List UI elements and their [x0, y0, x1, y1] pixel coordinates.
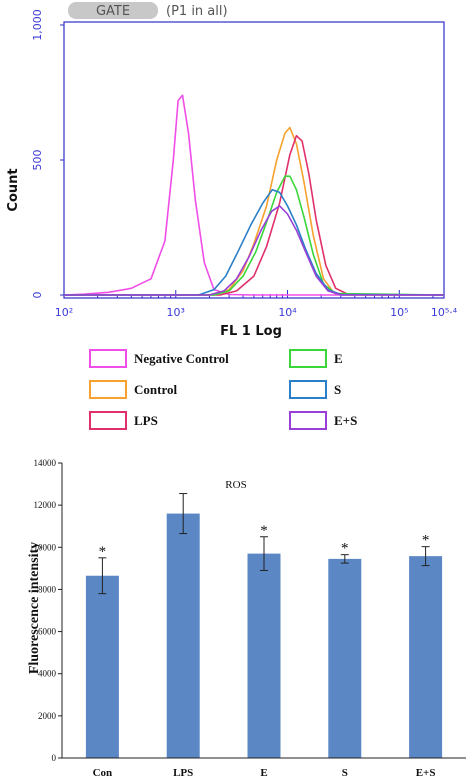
flow-x-tick-label: 10² — [55, 306, 73, 319]
bar — [328, 558, 362, 758]
legend-label: E+S — [334, 413, 357, 428]
bar — [247, 553, 281, 758]
bar-y-tick-label: 0 — [52, 753, 57, 763]
flow-y-tick-label: 0 — [31, 292, 44, 299]
gate-info: (P1 in all) — [166, 4, 228, 19]
flow-x-axis-label: FL 1 Log — [220, 324, 282, 339]
bar-category-label: LPS — [173, 767, 193, 779]
flow-series-line — [64, 175, 444, 296]
gate-label: GATE — [96, 4, 130, 19]
flow-y-tick-label: 1,000 — [31, 9, 44, 41]
legend-swatch — [289, 349, 327, 368]
bar-y-tick-label: 4000 — [38, 669, 57, 679]
bar — [409, 556, 443, 758]
bar-y-tick-label: 8000 — [38, 584, 57, 594]
bar-y-tick-label: 2000 — [38, 711, 57, 721]
bar-y-tick-label: 14000 — [34, 458, 57, 468]
bar-category-label: E — [260, 767, 267, 779]
flow-histogram-panel: GATE (P1 in all) 0 500 1,000 10² 10³ 10⁴ 10⁵ 1… — [6, 2, 458, 339]
bar-category-label: E+S — [416, 767, 436, 779]
flow-y-tick-label: 500 — [31, 150, 44, 171]
flow-y-ticks: 0 500 1,000 — [31, 9, 64, 299]
flow-series-line — [64, 134, 444, 296]
flow-series-line — [64, 188, 444, 296]
significance-marker: * — [99, 544, 107, 560]
bar-y-tick-label: 6000 — [38, 627, 57, 637]
flow-x-tick-label: 10⁴ — [278, 306, 297, 319]
significance-marker: * — [422, 533, 430, 549]
flow-y-axis-label: Count — [6, 168, 21, 211]
bar — [166, 513, 200, 758]
bar-series: * * * * — [85, 493, 443, 758]
legend-label: S — [334, 382, 341, 397]
legend-swatch — [289, 380, 327, 399]
legend-swatch — [89, 380, 127, 399]
bar-chart-title: ROS — [225, 479, 246, 491]
flow-x-tick-label: 10⁵ — [390, 306, 408, 319]
bar-y-tick-label: 10000 — [34, 542, 57, 552]
bar-x-categories: Con LPS E S E+S — [93, 767, 436, 779]
flow-legend: Negative Control E Control S LPS E+S — [89, 349, 357, 430]
flow-series-line — [64, 205, 444, 296]
bar-y-ticks: 0 2000 4000 6000 8000 10000 12000 14000 — [34, 458, 62, 763]
flow-curves — [63, 94, 444, 296]
significance-marker: * — [260, 523, 268, 539]
flow-series-line — [64, 126, 444, 296]
bar-category-label: Con — [93, 767, 113, 779]
bar-y-axis-label: Fluorescence intensity — [27, 542, 42, 674]
legend-swatch — [289, 411, 327, 430]
bar — [85, 575, 119, 758]
legend-label: LPS — [134, 413, 158, 428]
legend-label: E — [334, 351, 343, 366]
flow-x-tick-label: 10³ — [167, 306, 185, 319]
significance-marker: * — [341, 541, 349, 557]
flow-series-line — [63, 94, 444, 296]
legend-swatch — [89, 349, 127, 368]
flow-x-tick-label: 10⁵·⁴ — [431, 306, 458, 319]
legend-label: Control — [134, 382, 177, 397]
gate-pill — [68, 2, 158, 19]
bar-y-tick-label: 12000 — [34, 500, 57, 510]
legend-label: Negative Control — [134, 351, 229, 366]
ros-bar-chart-panel: ROS Fluorescence intensity 0 2000 4000 6000… — [27, 458, 466, 779]
bar-category-label: S — [342, 767, 348, 779]
legend-swatch — [89, 411, 127, 430]
